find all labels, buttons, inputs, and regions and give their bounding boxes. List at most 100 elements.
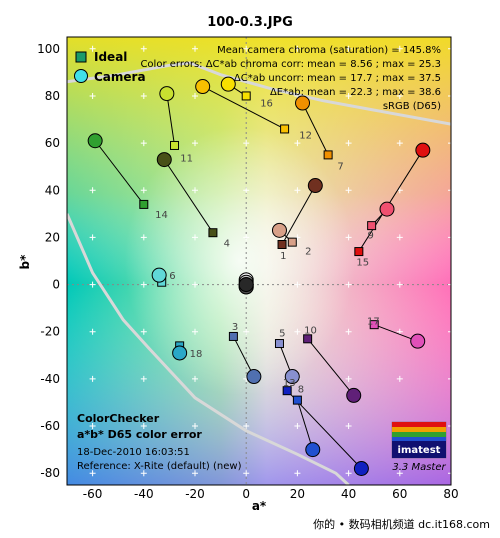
grid-cross — [192, 187, 198, 194]
patch-number-12: 12 — [299, 131, 312, 142]
grid-cross — [345, 92, 352, 99]
error-line-7 — [302, 102, 329, 156]
patch-number-8: 8 — [298, 385, 304, 396]
grid-cross — [140, 140, 147, 147]
patch-number-10: 10 — [304, 326, 317, 337]
grid-cross — [192, 92, 198, 99]
patch-number-7: 7 — [337, 162, 343, 173]
grid-cross — [396, 375, 403, 382]
grid-cross — [140, 470, 147, 477]
grid-cross — [243, 187, 250, 194]
grid-cross — [448, 187, 451, 194]
logo-band — [392, 441, 446, 458]
error-line-1 — [281, 185, 316, 245]
patch-number-16: 16 — [260, 99, 273, 110]
grid-cross — [294, 423, 301, 430]
grid-cross — [396, 45, 403, 52]
stats-colorspace: sRGB (D65) — [383, 101, 441, 112]
logo-text: imatest — [398, 445, 441, 456]
grid-cross — [345, 423, 352, 430]
error-line-17 — [374, 324, 418, 342]
camera-marker-14 — [87, 133, 103, 149]
grid-cross — [448, 281, 451, 288]
grid-cross — [345, 234, 352, 241]
camera-marker-9 — [379, 201, 395, 217]
grid-cross — [345, 281, 352, 288]
grid-cross — [89, 92, 96, 99]
boundary-lower — [67, 213, 350, 485]
info-subtitle: a*b* D65 color error — [77, 428, 202, 441]
imatest-logo: imatest 3.3 Master — [391, 421, 447, 473]
ideal-marker-17 — [369, 320, 379, 330]
patch-number-6: 6 — [169, 271, 175, 282]
ideal-marker-1 — [277, 239, 287, 249]
grid-cross — [89, 234, 96, 241]
x-tick-label: 40 — [341, 487, 356, 501]
ideal-marker-2 — [287, 237, 297, 247]
x-tick-labels: -60 -40 -20 0 20 40 60 80 — [83, 487, 459, 501]
camera-marker-16 — [220, 76, 236, 92]
patch-number-5: 5 — [279, 328, 285, 339]
grid-cross — [192, 423, 198, 430]
grid-cross — [89, 375, 96, 382]
legend-camera-circle-icon — [74, 69, 88, 83]
y-tick-label: 40 — [45, 183, 60, 197]
plot-frame — [66, 36, 452, 486]
grid-cross — [140, 375, 147, 382]
grid-cross — [345, 375, 352, 382]
boundary-upper — [67, 61, 451, 126]
x-tick-label: 60 — [392, 487, 407, 501]
patch-number-11: 11 — [180, 153, 193, 164]
grid-cross — [448, 328, 451, 335]
stats-box: Mean camera chroma (saturation) = 145.8%… — [140, 45, 441, 112]
legend-ideal-square-icon — [75, 51, 87, 63]
error-line-14 — [94, 140, 145, 205]
grid-cross — [243, 423, 250, 430]
camera-markers — [87, 76, 431, 476]
stats-chroma-corr: Color errors: ΔC*ab chroma corr: mean = … — [140, 59, 441, 70]
grid-cross — [448, 234, 451, 241]
ideal-marker-8 — [292, 395, 302, 405]
camera-marker-3 — [246, 369, 262, 385]
error-line-12 — [202, 86, 285, 130]
x-tick-label: 20 — [290, 487, 305, 501]
ideal-marker-4 — [208, 228, 218, 238]
grid-cross — [294, 328, 301, 335]
grid-cross — [89, 423, 96, 430]
y-tick-label: 60 — [45, 136, 60, 150]
error-line-8 — [296, 399, 314, 450]
camera-marker-10 — [346, 387, 362, 403]
ideal-marker-3 — [228, 331, 238, 341]
grid-cross — [192, 140, 198, 147]
y-tick-label: -40 — [40, 372, 60, 386]
ideal-marker-14 — [139, 199, 149, 209]
grid-cross — [448, 470, 451, 477]
camera-marker-5 — [284, 369, 300, 385]
camera-marker-1 — [307, 178, 323, 194]
x-tick-label: 80 — [443, 487, 458, 501]
grid-cross — [192, 375, 198, 382]
patch-number-1: 1 — [280, 251, 286, 262]
camera-marker-4 — [156, 152, 172, 168]
grid-cross — [243, 470, 250, 477]
grid-cross — [345, 140, 352, 147]
y-axis-label: b* — [18, 254, 32, 270]
y-tick-label: -80 — [40, 466, 60, 480]
grid-cross — [89, 281, 96, 288]
grid-cross — [396, 281, 403, 288]
legend: Ideal Camera — [74, 50, 146, 84]
grid-cross — [140, 281, 147, 288]
error-line-11 — [166, 93, 176, 146]
grid-cross — [140, 328, 147, 335]
info-block: ColorChecker a*b* D65 color error 18-Dec… — [77, 412, 242, 472]
legend-ideal-label: Ideal — [94, 50, 127, 64]
patch-number-14: 14 — [155, 210, 168, 221]
chart-title: 100-0.3.JPG — [207, 15, 293, 30]
grid-cross — [192, 328, 198, 335]
grid-cross — [140, 187, 147, 194]
grid-cross — [448, 375, 451, 382]
grid-cross — [448, 423, 451, 430]
grid-cross — [243, 140, 250, 147]
